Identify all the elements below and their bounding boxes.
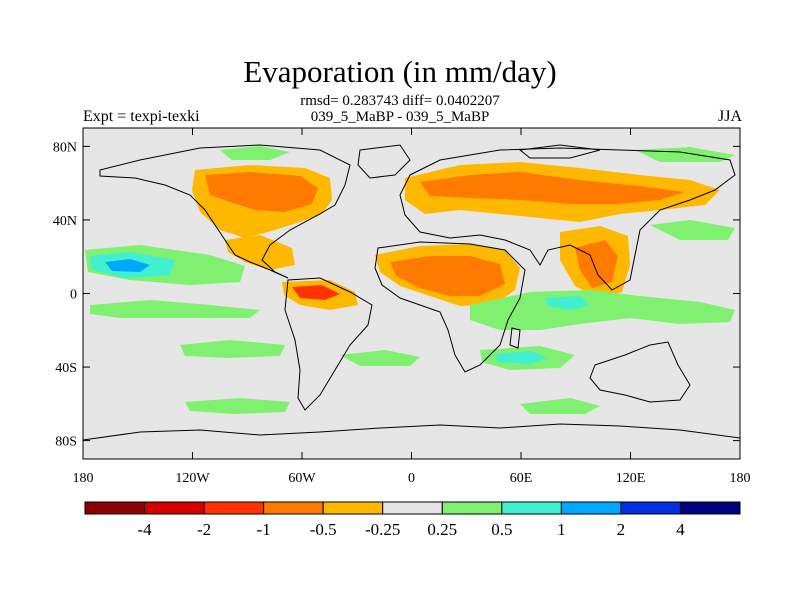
colorbar-swatch (679, 501, 741, 515)
anomaly-eurasia-core (420, 172, 685, 204)
colorbar-swatch (322, 501, 384, 515)
anomaly-central-america (225, 235, 295, 270)
anomaly-indian-south-cyan (495, 351, 548, 364)
anomaly-south-america-north-core (292, 285, 340, 300)
lat-tick-label: 80S (55, 435, 77, 450)
colorbar-label: 2 (617, 520, 626, 539)
experiment-label: Expt = texpi-texki (83, 108, 200, 125)
colorbar-label: 0.5 (491, 520, 512, 539)
rmsd-diff-text: rmsd= 0.283743 diff= 0.0402207 (300, 93, 500, 109)
colorbar-label: 1 (557, 520, 566, 539)
lon-tick-label: 120W (175, 471, 210, 486)
colorbar-label: -2 (197, 520, 211, 539)
latitude-axis: 80N 40N 0 40S 80S (53, 140, 740, 450)
colorbar-label: -4 (137, 520, 152, 539)
experiment-pair-text: 039_5_MaBP - 039_5_MaBP (310, 109, 490, 125)
chart-title: Evaporation (in mm/day) (243, 54, 557, 89)
lat-tick-label: 40S (55, 361, 77, 376)
coast-antarctica (83, 423, 740, 441)
anomaly-southern-ocean (185, 398, 290, 414)
lat-tick-label: 0 (70, 288, 77, 303)
colorbar-label: 4 (676, 520, 685, 539)
colorbar-label: -0.5 (310, 520, 337, 539)
colorbar-swatch (144, 501, 205, 515)
season-label: JJA (717, 108, 742, 125)
coast-madagascar (509, 327, 521, 349)
lon-tick-label: 180 (73, 471, 94, 486)
coast-eurasia (399, 147, 736, 291)
anomaly-pacific-north-blue (105, 259, 150, 272)
colorbar-swatch (441, 501, 503, 515)
colorbar-swatch (382, 501, 443, 515)
colorbar-label: -1 (257, 520, 271, 539)
coast-greenland (357, 144, 411, 179)
anomaly-pacific-equatorial (90, 300, 260, 318)
colorbar-swatch (560, 501, 622, 515)
lon-tick-label: 0 (408, 471, 415, 486)
coast-africa (374, 241, 526, 373)
anomaly-contours (85, 146, 735, 414)
lon-tick-label: 120E (616, 471, 646, 486)
anomaly-atlantic-south (340, 350, 420, 366)
coast-australia (589, 341, 691, 403)
coast-arctic-islands (518, 144, 601, 159)
colorbar-swatch (263, 501, 324, 515)
anomaly-arctic-green (220, 146, 290, 160)
anomaly-na-west-core (205, 172, 318, 212)
lon-tick-label: 180 (730, 471, 751, 486)
anomaly-africa-north-core (390, 256, 505, 296)
colorbar-label: -0.25 (365, 520, 400, 539)
lon-tick-label: 60W (288, 471, 316, 486)
coast-south-america (284, 277, 373, 411)
anomaly-indian-ocean-cyan (545, 296, 590, 310)
chart-subtitle: rmsd= 0.283743 diff= 0.0402207 039_5_MaB… (0, 93, 800, 125)
anomaly-asia-se-core (575, 240, 618, 288)
anomaly-arctic-green-east (635, 147, 735, 162)
lat-tick-label: 40N (53, 214, 77, 229)
colorbar-swatch (84, 501, 146, 515)
coastlines (83, 144, 740, 441)
longitude-axis: 180 120W 60W 0 60E 120E 180 (73, 128, 751, 486)
coast-north-america (99, 144, 351, 279)
anomaly-pacific-south (180, 340, 285, 358)
lat-tick-label: 80N (53, 140, 77, 155)
anomaly-pacific-ne (650, 220, 735, 240)
lon-tick-label: 60E (510, 471, 533, 486)
anomaly-indian-ocean (470, 290, 735, 330)
colorbar-swatch (501, 501, 562, 515)
anomaly-southern-ocean-east (520, 398, 600, 414)
colorbar-swatch (203, 501, 265, 515)
colorbar-label: 0.25 (427, 520, 457, 539)
colorbar-swatch (620, 501, 681, 515)
colorbar: -4 -2 -1 -0.5 -0.25 0.25 0.5 1 2 4 (84, 501, 741, 539)
